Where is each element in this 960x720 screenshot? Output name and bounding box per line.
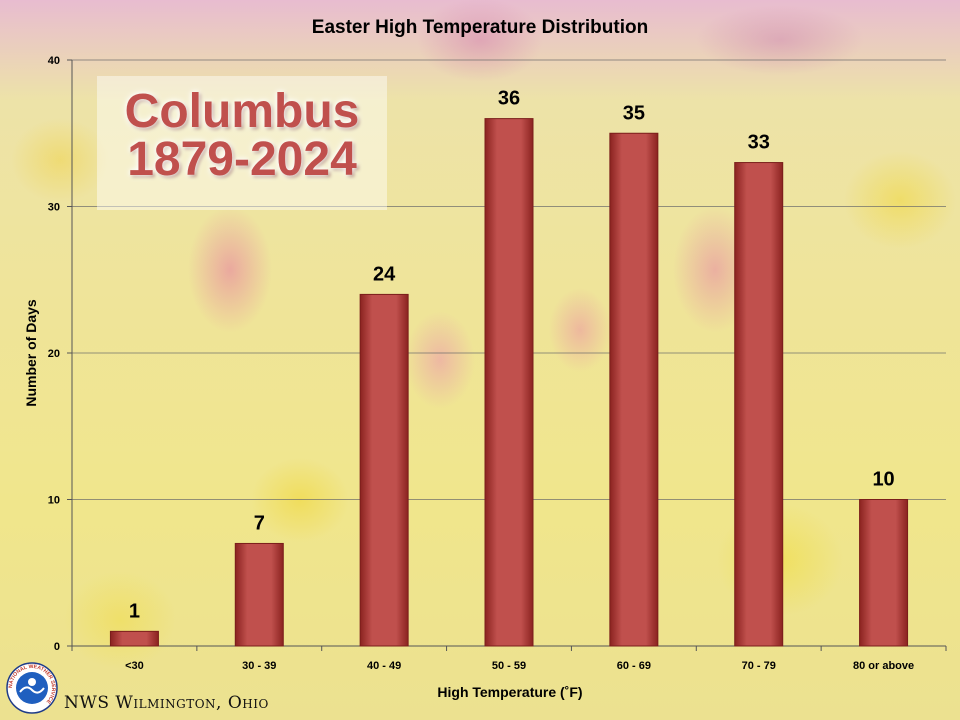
location-overlay: Columbus 1879-2024 [97, 76, 387, 210]
period-of-record: 1879-2024 [127, 133, 357, 186]
y-axis-title: Number of Days [23, 299, 39, 407]
bars [109, 118, 909, 647]
bar [109, 630, 159, 647]
location-name: Columbus [124, 85, 360, 138]
y-tick-label: 30 [48, 202, 60, 214]
data-label: 36 [498, 88, 520, 110]
y-tick-label: 10 [48, 495, 60, 507]
bar [484, 118, 534, 647]
x-tick-label: 60 - 69 [617, 660, 651, 672]
y-tick-label: 20 [48, 348, 60, 360]
data-labels: 1 7 24 36 35 33 10 [129, 88, 895, 623]
x-tick-label: 30 - 39 [242, 660, 276, 672]
bar [734, 162, 784, 647]
y-tick-label: 40 [48, 55, 60, 67]
x-tick-label: <30 [125, 660, 144, 672]
bar [609, 132, 659, 647]
data-label: 10 [872, 469, 894, 491]
bar [859, 499, 909, 647]
y-tick-label: 0 [54, 641, 60, 653]
x-tick-label: 80 or above [853, 660, 914, 672]
bar [234, 542, 284, 647]
x-tick-label: 40 - 49 [367, 660, 401, 672]
credit-text: NWS Wilmington, Ohio [64, 693, 269, 713]
data-label: 33 [748, 132, 770, 154]
data-label: 7 [254, 512, 265, 534]
nws-logo: NATIONAL WEATHER SERVICE [6, 662, 58, 714]
axes: 0 10 20 30 40 <30 30 - 39 40 - 49 50 - 59 60 - 69… [48, 55, 947, 672]
x-axis-title: High Temperature (˚F) [437, 684, 582, 700]
x-tick-label: 70 - 79 [742, 660, 776, 672]
data-label: 35 [623, 102, 645, 124]
bar [359, 293, 409, 647]
data-label: 24 [373, 263, 396, 285]
chart-title: Easter High Temperature Distribution [312, 17, 648, 38]
data-label: 1 [129, 600, 140, 622]
x-tick-label: 50 - 59 [492, 660, 526, 672]
